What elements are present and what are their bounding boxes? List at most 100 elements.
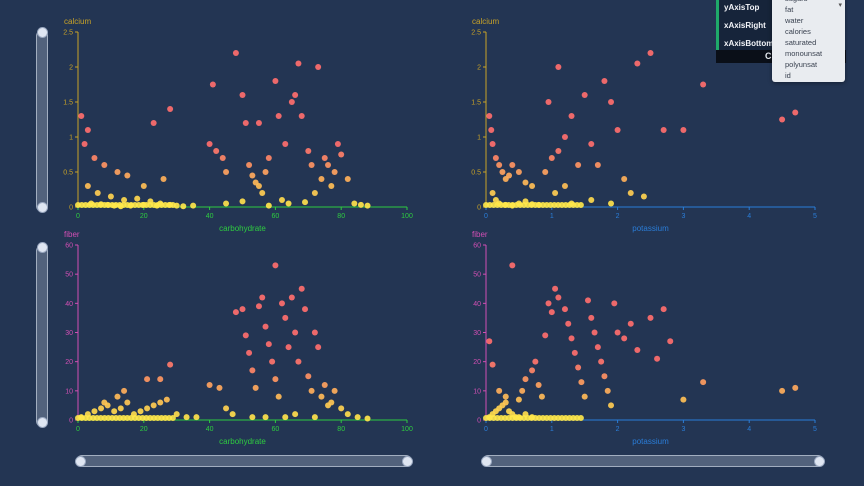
data-point	[654, 355, 661, 362]
variable-dropdown[interactable]: sugars fat water calories saturated mono…	[772, 0, 845, 82]
data-point	[578, 379, 585, 386]
data-point	[598, 358, 605, 365]
x-tick-label: 5	[813, 213, 817, 220]
x-tick-label: 1	[550, 426, 554, 433]
data-point	[492, 155, 499, 161]
data-point	[216, 384, 223, 391]
x-axis-right-setting[interactable]: xAxisRight	[724, 21, 766, 30]
data-point	[305, 148, 312, 154]
data-point	[581, 92, 588, 98]
dropdown-option-calories[interactable]: calories	[785, 27, 811, 36]
data-point	[239, 306, 246, 313]
y-axis-top-setting[interactable]: yAxisTop	[724, 3, 760, 12]
y-tick-label: 30	[473, 330, 481, 337]
scatter-plot-1: 0 20 40 60 80 100 0 0.5 1 1.5 2 2.5 carbohydrate calc…	[63, 17, 413, 233]
data-point	[150, 402, 157, 409]
data-point	[255, 303, 262, 310]
y-axis-title: fiber	[472, 230, 488, 239]
dropdown-option-fat[interactable]: fat	[785, 5, 794, 14]
data-point	[288, 294, 295, 301]
x-axis-bottom-setting[interactable]: xAxisBottom	[724, 39, 774, 48]
y-tick-label: 1.5	[471, 100, 481, 107]
data-point	[667, 338, 674, 345]
x-tick-label: 100	[401, 213, 413, 220]
calcium-slider-bottom-handle[interactable]	[37, 202, 48, 213]
x-tick-label: 2	[616, 213, 620, 220]
x-tick-label: 3	[681, 213, 685, 220]
data-point	[779, 387, 786, 394]
data-point	[321, 382, 328, 388]
calcium-range-slider-left[interactable]	[36, 27, 48, 213]
data-point	[107, 193, 114, 200]
x-tick-label: 0	[484, 426, 488, 433]
y-tick-label: 2	[69, 65, 73, 72]
data-point	[311, 190, 318, 196]
data-point	[315, 344, 322, 351]
data-point	[647, 314, 654, 321]
data-point	[594, 344, 601, 351]
data-point	[545, 300, 552, 307]
carbohydrate-slider-right-handle[interactable]	[402, 456, 413, 467]
data-point	[298, 113, 305, 119]
x-axis-title: potassium	[632, 224, 669, 233]
dropdown-scroll-icon[interactable]: ▾	[838, 2, 842, 9]
data-point	[262, 323, 269, 330]
potassium-slider-right-handle[interactable]	[814, 456, 825, 467]
data-point	[278, 197, 285, 203]
data-point	[680, 396, 687, 403]
data-point	[223, 169, 230, 175]
data-point	[545, 99, 552, 105]
x-axis-title: carbohydrate	[219, 224, 266, 233]
data-point	[101, 399, 108, 406]
data-point	[660, 127, 667, 133]
potassium-slider-left-handle[interactable]	[481, 456, 492, 467]
data-point	[792, 384, 799, 391]
data-point	[232, 309, 239, 316]
dropdown-option-saturated[interactable]: saturated	[785, 38, 817, 47]
y-axis-title: calcium	[64, 17, 91, 26]
dropdown-option-id[interactable]: id	[785, 71, 791, 80]
x-tick-label: 40	[206, 213, 214, 220]
data-point	[292, 92, 299, 98]
fiber-slider-bottom-handle[interactable]	[37, 417, 48, 428]
dropdown-option-polyunsat[interactable]: polyunsat	[785, 60, 818, 69]
potassium-range-slider[interactable]	[481, 455, 825, 467]
data-point	[614, 127, 621, 133]
dropdown-option-water[interactable]: water	[785, 16, 804, 25]
dropdown-option-monounsat[interactable]: monounsat	[785, 49, 823, 58]
data-point	[84, 183, 91, 189]
data-point	[588, 141, 595, 147]
x-tick-label: 1	[550, 213, 554, 220]
data-point	[318, 176, 325, 182]
data-point	[249, 172, 256, 179]
carbohydrate-range-slider[interactable]	[75, 455, 413, 467]
data-point	[163, 396, 170, 403]
data-point	[542, 332, 549, 339]
data-point	[292, 329, 299, 336]
data-point	[325, 162, 332, 168]
data-point	[219, 155, 226, 161]
data-point	[640, 193, 647, 200]
data-point	[700, 81, 707, 88]
data-point	[575, 364, 582, 371]
y-axis-title: calcium	[472, 17, 499, 26]
carbohydrate-slider-left-handle[interactable]	[75, 456, 86, 467]
data-point	[292, 411, 299, 418]
data-point	[634, 60, 641, 67]
fiber-range-slider-left[interactable]	[36, 242, 48, 428]
data-point	[308, 162, 315, 168]
dropdown-option-sugars[interactable]: sugars	[785, 0, 808, 3]
data-point	[364, 415, 371, 422]
data-point	[614, 329, 621, 336]
data-point	[364, 202, 371, 209]
data-point	[121, 197, 128, 203]
data-point	[111, 408, 118, 415]
data-point	[157, 399, 164, 406]
fiber-slider-top-handle[interactable]	[37, 242, 48, 253]
data-point	[180, 203, 187, 210]
data-point	[124, 172, 131, 179]
data-point	[183, 414, 190, 421]
calcium-slider-top-handle[interactable]	[37, 27, 48, 38]
y-tick-label: 40	[473, 301, 481, 308]
x-axis-title: potassium	[632, 437, 669, 446]
